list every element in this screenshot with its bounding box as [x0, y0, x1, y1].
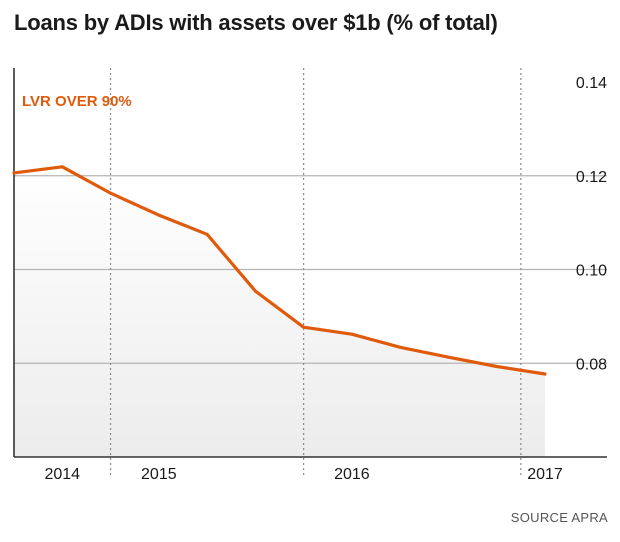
series-label: LVR OVER 90% [22, 93, 132, 110]
x-tick-label: 2015 [141, 466, 177, 483]
background-layer [14, 166, 545, 458]
y-tick-label: 0.12 [576, 169, 607, 186]
tick-layer: 0.14 0.12 0.10 0.08 2014 2015 2016 2017 [44, 75, 607, 483]
y-tick-label: 0.08 [576, 356, 607, 373]
series-layer [12, 165, 547, 376]
y-tick-label: 0.10 [576, 263, 607, 280]
grid-layer [13, 68, 607, 458]
x-tick-label: 2016 [334, 466, 370, 483]
x-tick-label: 2014 [44, 466, 80, 483]
x-tick-label: 2017 [527, 466, 563, 483]
y-tick-label: 0.14 [576, 75, 607, 92]
year-divider-layer [109, 68, 522, 477]
series-area [14, 166, 545, 458]
chart-title: Loans by ADIs with assets over $1b (% of… [14, 10, 498, 35]
series-line [12, 165, 547, 376]
source-credit: SOURCE APRA [510, 510, 608, 525]
